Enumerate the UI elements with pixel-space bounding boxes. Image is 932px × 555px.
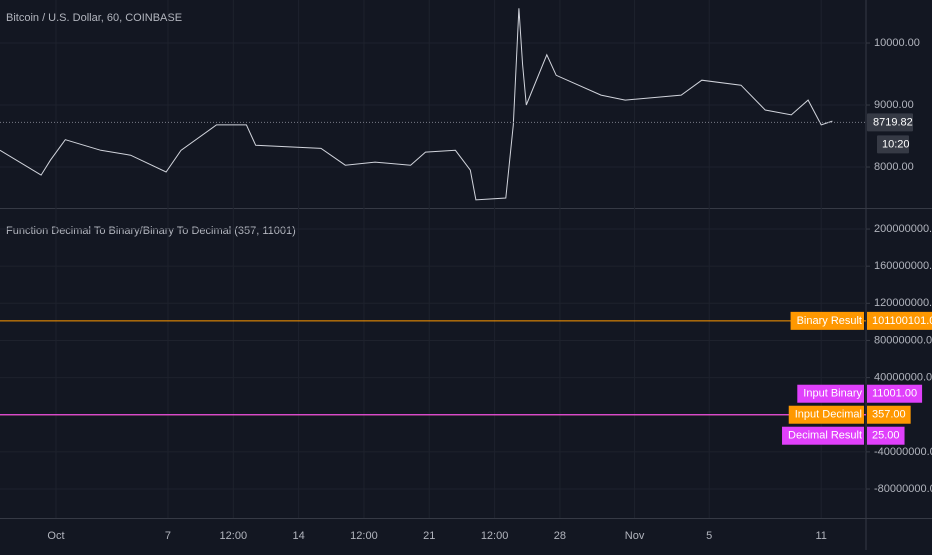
symbol-title: Bitcoin / U.S. Dollar, 60, COINBASE [6,12,182,24]
series-value-label: 101100101.00 [872,315,932,327]
last-price-tag [867,113,913,132]
y-tick-label: 10000.00 [874,37,920,49]
series-value-label: 11001.00 [872,388,917,400]
series-value-tag [867,311,932,330]
x-tick-label: 12:00 [220,530,248,542]
series-name: Input Decimal [795,409,862,421]
series-value-label: 357.00 [872,409,906,421]
series-name-tag [797,384,864,403]
countdown-tag [877,135,909,154]
x-tick-label: Oct [47,530,64,542]
series-name-tag [790,311,864,330]
y-tick-label: 120000000.00 [874,297,932,309]
x-tick-label: 21 [423,530,435,542]
y-tick-label: -40000000.00 [874,446,932,458]
series-name: Input Binary [803,388,862,400]
series-value-label: 25.00 [872,430,900,442]
y-tick-label: 80000000.00 [874,334,932,346]
x-tick-label: 12:00 [481,530,509,542]
series-value-tag [867,405,911,424]
price-line [0,8,833,201]
indicator-title: Function Decimal To Binary/Binary To Dec… [6,225,296,237]
y-tick-label: 200000000.00 [874,223,932,235]
y-tick-label: 40000000.00 [874,371,932,383]
y-tick-label: 160000000.00 [874,260,932,272]
x-tick-label: 28 [554,530,566,542]
series-name-tag [782,426,864,445]
x-tick-label: Nov [625,530,645,542]
series-name: Decimal Result [788,430,862,442]
x-tick-label: 12:00 [350,530,378,542]
y-tick-label: -80000000.00 [874,483,932,495]
countdown-label: 10:20 [882,138,910,150]
series-value-tag [867,384,923,403]
series-name: Binary Result [797,315,862,327]
x-tick-label: 5 [706,530,712,542]
x-tick-label: 11 [815,530,826,542]
series-value-tag [867,426,905,445]
x-tick-label: 7 [165,530,171,542]
y-tick-label: 9000.00 [874,99,914,111]
y-tick-label: 8000.00 [874,161,914,173]
x-tick-label: 14 [292,530,304,542]
last-price-label: 8719.82 [873,116,913,128]
series-name-tag [788,405,864,424]
